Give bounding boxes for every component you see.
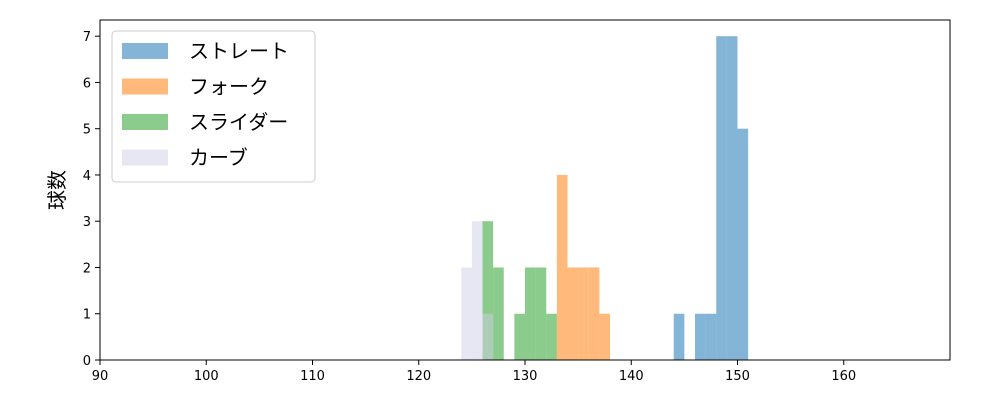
legend-label: フォーク — [189, 75, 269, 99]
histogram-bar — [716, 36, 727, 360]
histogram-bars — [461, 36, 749, 360]
legend-swatch — [122, 114, 168, 130]
legend-box — [111, 30, 316, 183]
histogram-bar — [705, 313, 717, 360]
y-axis-ticks: 0 1 2 3 4 5 6 7 — [83, 30, 100, 369]
x-tick-label: 140 — [619, 369, 644, 384]
histogram-bar — [482, 221, 494, 360]
histogram-bar — [525, 267, 536, 360]
histogram-bar — [482, 313, 494, 360]
x-tick-label: 160 — [831, 369, 856, 384]
y-tick-label: 6 — [83, 76, 91, 91]
histogram-bar — [461, 267, 472, 360]
x-tick-label: 100 — [194, 369, 219, 384]
legend-swatch — [122, 149, 168, 166]
histogram-bar — [599, 313, 610, 360]
x-tick-label: 110 — [300, 369, 325, 384]
histogram-bar — [567, 267, 579, 360]
histogram-bar — [471, 221, 483, 360]
y-tick-label: 5 — [83, 123, 91, 138]
x-axis-ticks: 90 100 110 120 130 140 150 160 — [92, 360, 856, 384]
y-tick-label: 3 — [83, 215, 91, 230]
legend-swatch — [122, 43, 168, 59]
legend-label: スライダー — [189, 110, 288, 134]
histogram-bar — [737, 128, 749, 360]
histogram-bar — [493, 267, 504, 360]
y-tick-label: 2 — [83, 261, 91, 276]
histogram-bar — [556, 174, 568, 360]
legend-label: カーブ — [189, 146, 248, 170]
y-tick-label: 1 — [83, 308, 91, 323]
histogram-bar — [546, 313, 557, 360]
histogram-bar — [726, 36, 738, 360]
x-tick-label: 120 — [406, 369, 431, 384]
histogram-bar — [514, 313, 525, 360]
histogram-bar — [695, 313, 706, 360]
y-tick-label: 4 — [83, 169, 91, 184]
legend-label: ストレート — [189, 39, 289, 63]
y-axis-label: 球数 — [45, 170, 69, 210]
histogram-bar — [673, 313, 685, 360]
y-tick-label: 0 — [83, 354, 91, 369]
histogram-bar — [588, 267, 600, 360]
x-tick-label: 130 — [513, 369, 538, 384]
y-tick-label: 7 — [83, 30, 91, 45]
x-tick-label: 150 — [725, 369, 750, 384]
x-tick-label: 90 — [92, 369, 109, 384]
histogram-bar — [578, 267, 589, 360]
histogram-bar — [535, 267, 547, 360]
legend-swatch — [122, 78, 168, 95]
